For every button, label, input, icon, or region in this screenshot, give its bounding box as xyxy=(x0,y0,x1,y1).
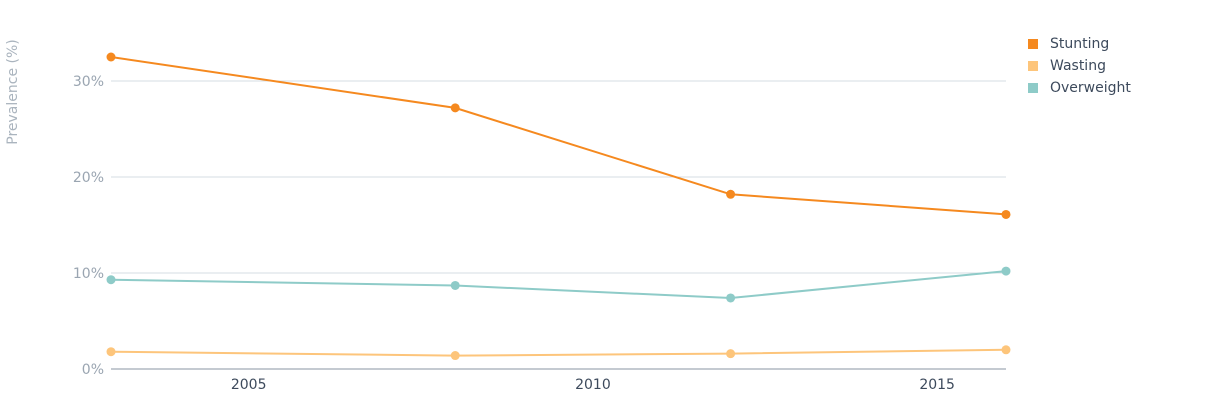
data-point-overweight xyxy=(106,275,116,285)
x-tick-label: 2015 xyxy=(919,377,955,393)
y-axis-label: Prevalence (%) xyxy=(5,39,21,145)
y-tick-label: 30% xyxy=(73,74,104,90)
series-line-wasting xyxy=(110,348,1007,357)
data-point-stunting xyxy=(1001,209,1011,219)
y-tick-label: 0% xyxy=(82,362,104,378)
legend-label: Stunting xyxy=(1050,36,1110,52)
legend-swatch xyxy=(1028,83,1038,93)
x-tick-labels: 2005 2010 2015 xyxy=(231,377,955,393)
legend-item-overweight[interactable]: Overweight xyxy=(1028,77,1131,99)
y-tick-label: 20% xyxy=(73,170,104,186)
data-point-stunting xyxy=(450,103,460,113)
data-point-wasting xyxy=(726,349,736,359)
legend-label: Wasting xyxy=(1050,58,1106,74)
legend-swatch xyxy=(1028,61,1038,71)
gridlines xyxy=(111,80,1006,370)
legend-swatch xyxy=(1028,39,1038,49)
series-line-overweight xyxy=(110,270,1007,300)
legend-item-stunting[interactable]: Stunting xyxy=(1028,33,1131,55)
data-point-overweight xyxy=(450,280,460,290)
data-point-wasting xyxy=(106,347,116,357)
legend: Stunting Wasting Overweight xyxy=(1028,33,1131,99)
x-tick-label: 2010 xyxy=(575,377,611,393)
data-point-wasting xyxy=(1001,345,1011,355)
y-tick-label: 10% xyxy=(73,266,104,282)
series-lines xyxy=(110,56,1007,357)
legend-label: Overweight xyxy=(1050,80,1131,96)
x-tick-label: 2005 xyxy=(231,377,267,393)
data-point-stunting xyxy=(726,189,736,199)
data-point-overweight xyxy=(1001,266,1011,276)
data-point-overweight xyxy=(726,293,736,303)
y-tick-labels: 0% 10% 20% 30% xyxy=(73,74,104,378)
data-point-stunting xyxy=(106,52,116,62)
series-points xyxy=(106,52,1011,361)
legend-item-wasting[interactable]: Wasting xyxy=(1028,55,1131,77)
series-line-stunting xyxy=(110,56,1007,216)
data-point-wasting xyxy=(450,351,460,361)
